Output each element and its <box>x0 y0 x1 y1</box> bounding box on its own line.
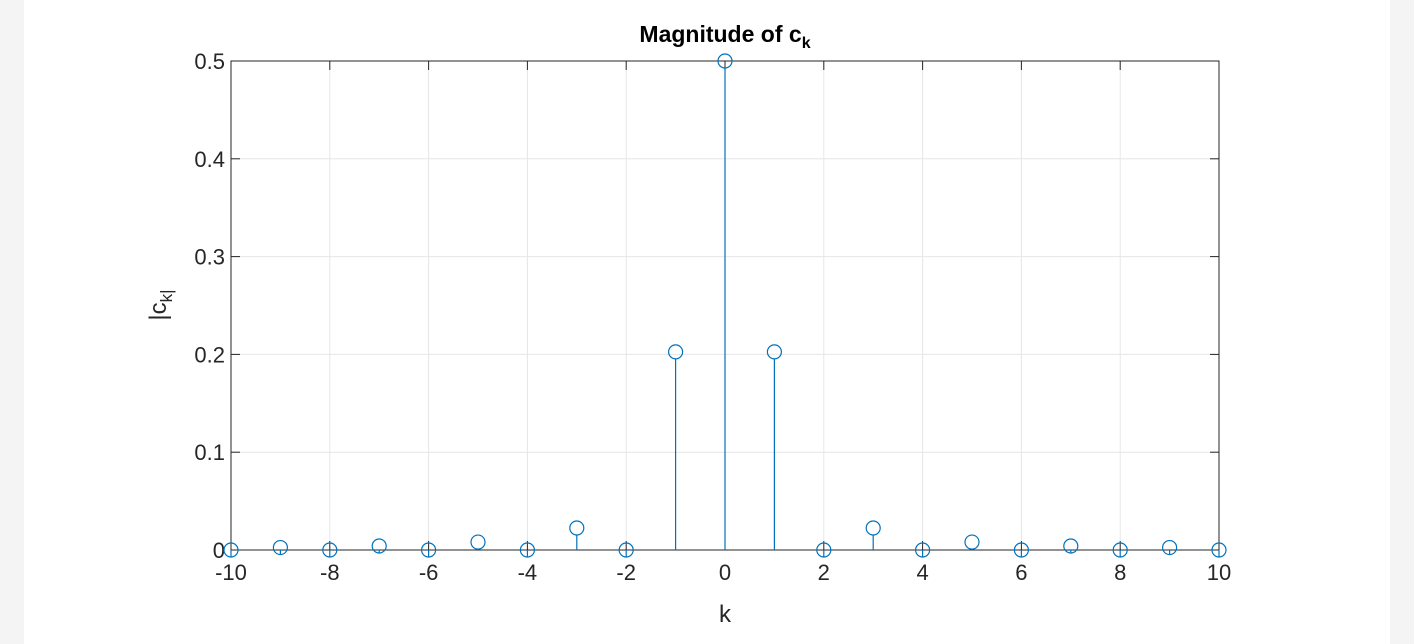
figure-left-margin <box>0 0 24 644</box>
stem-marker <box>1112 542 1128 558</box>
stems-layer <box>223 53 1227 558</box>
y-tick-label: 0.2 <box>194 342 225 367</box>
stem-marker <box>470 534 486 550</box>
x-tick-label: -8 <box>320 560 340 585</box>
x-tick-label: 8 <box>1114 560 1126 585</box>
x-tick-label: 4 <box>916 560 928 585</box>
stem-marker <box>1013 542 1030 558</box>
chart-title-main: Magnitude of c <box>639 21 801 47</box>
stem-marker <box>1161 539 1178 556</box>
stem-marker <box>865 520 881 536</box>
stem-marker <box>1063 538 1079 554</box>
x-tick-label: 6 <box>1015 560 1027 585</box>
x-tick-label: -4 <box>518 560 538 585</box>
stem-marker <box>322 542 338 558</box>
stem-marker <box>766 344 783 360</box>
stem-marker <box>717 53 733 69</box>
stem-marker <box>272 539 288 556</box>
x-tick-label: 10 <box>1207 560 1231 585</box>
stem-marker <box>223 542 239 558</box>
x-tick-label: -10 <box>215 560 247 585</box>
stem-marker <box>519 542 536 558</box>
stem-marker <box>569 520 585 536</box>
ticks-layer: -10 -8 -6 -4 -2 0 2 4 6 8 10 0 0.1 0.2 0.3 0.4 0.5 <box>194 49 1231 585</box>
chart-title-subscript: k <box>802 35 811 52</box>
x-tick-label: 2 <box>818 560 830 585</box>
stem-marker <box>816 542 832 558</box>
stem-marker <box>964 534 980 550</box>
stem-marker <box>371 538 387 554</box>
stem-marker <box>618 542 634 558</box>
stem-marker <box>421 542 437 558</box>
y-tick-label: 0 <box>213 538 225 563</box>
y-axis-label: |ck| <box>145 289 176 320</box>
figure-right-margin <box>1390 0 1414 644</box>
stem-marker <box>1211 542 1227 558</box>
x-axis-label: k <box>719 601 732 628</box>
x-tick-label: 0 <box>719 560 731 585</box>
y-axis-label-main: |c <box>145 302 172 320</box>
x-tick-label: -6 <box>419 560 439 585</box>
y-tick-label: 0.5 <box>194 49 225 74</box>
stem-marker <box>667 344 684 360</box>
stem-marker <box>914 542 931 558</box>
y-tick-label: 0.3 <box>194 245 225 270</box>
y-axis-label-subscript: k| <box>157 289 176 302</box>
chart-title: Magnitude of ck <box>639 21 810 52</box>
y-tick-label: 0.4 <box>194 147 225 172</box>
x-tick-label: -2 <box>616 560 636 585</box>
y-tick-label: 0.1 <box>194 440 225 465</box>
